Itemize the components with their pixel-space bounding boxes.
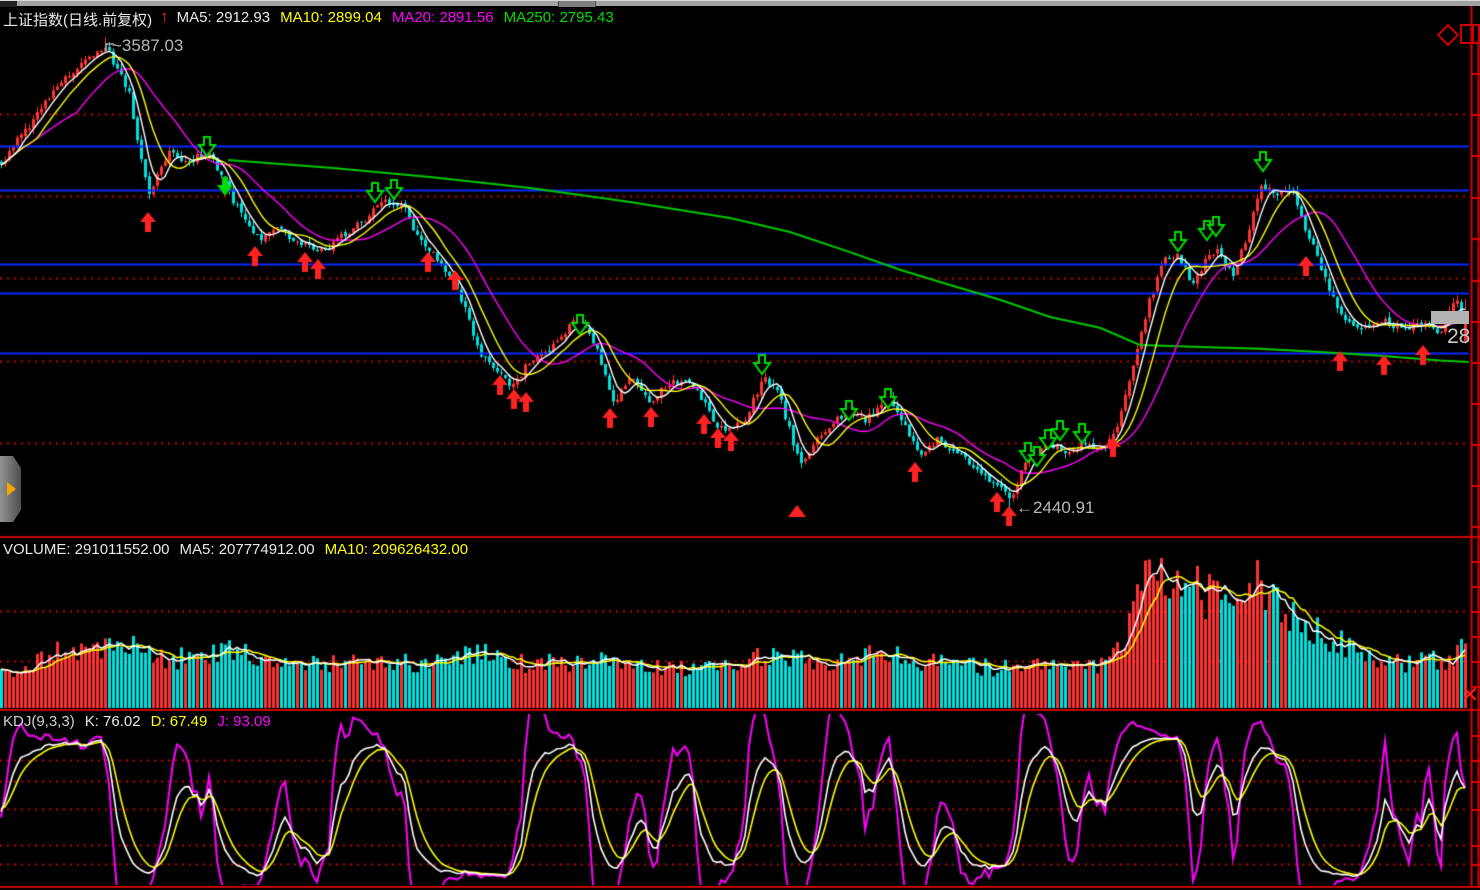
pane-title: 上证指数(日线.前复权) (3, 12, 153, 29)
kdj-title: KDJ(9,3,3) (3, 713, 75, 730)
strip-left-block (0, 1, 17, 7)
strip-notch (558, 1, 596, 7)
trend-up-icon: ↑ (160, 7, 169, 26)
main-pane-header: 上证指数(日线.前复权) ↑ MA5: 2912.93 MA10: 2899.0… (3, 7, 614, 30)
ma20-readout: MA20: 2891.56 (391, 9, 494, 26)
ma10-readout: MA10: 2899.04 (280, 9, 382, 26)
kdj-pane-header: KDJ(9,3,3) K: 76.02 D: 67.49 J: 93.09 (3, 713, 271, 730)
vol-ma5-readout: MA5: 207774912.00 (179, 541, 315, 558)
volume-readout: VOLUME: 291011552.00 (3, 541, 170, 558)
high-annotation: ~3587.03 (112, 36, 184, 55)
j-readout: J: 93.09 (217, 713, 271, 730)
split-bar (1471, 26, 1474, 42)
close-icon[interactable] (1462, 686, 1478, 702)
expander-arrow-icon (7, 482, 16, 496)
split-window-icon[interactable] (1460, 24, 1480, 44)
volume-pane-header: VOLUME: 291011552.00 MA5: 207774912.00 M… (3, 541, 468, 558)
low-annotation: ←2440.91 (1016, 498, 1095, 517)
window-top-strip (0, 0, 1480, 7)
vol-ma10-readout: MA10: 209626432.00 (324, 541, 469, 558)
d-readout: D: 67.49 (150, 713, 208, 730)
last-price-tag (1431, 311, 1469, 324)
ma250-readout: MA250: 2795.43 (503, 9, 614, 26)
last-price-label: 28 (1447, 325, 1471, 348)
ma5-readout: MA5: 2912.93 (176, 9, 271, 26)
k-readout: K: 76.02 (84, 713, 141, 730)
left-panel-expander[interactable] (0, 456, 21, 522)
